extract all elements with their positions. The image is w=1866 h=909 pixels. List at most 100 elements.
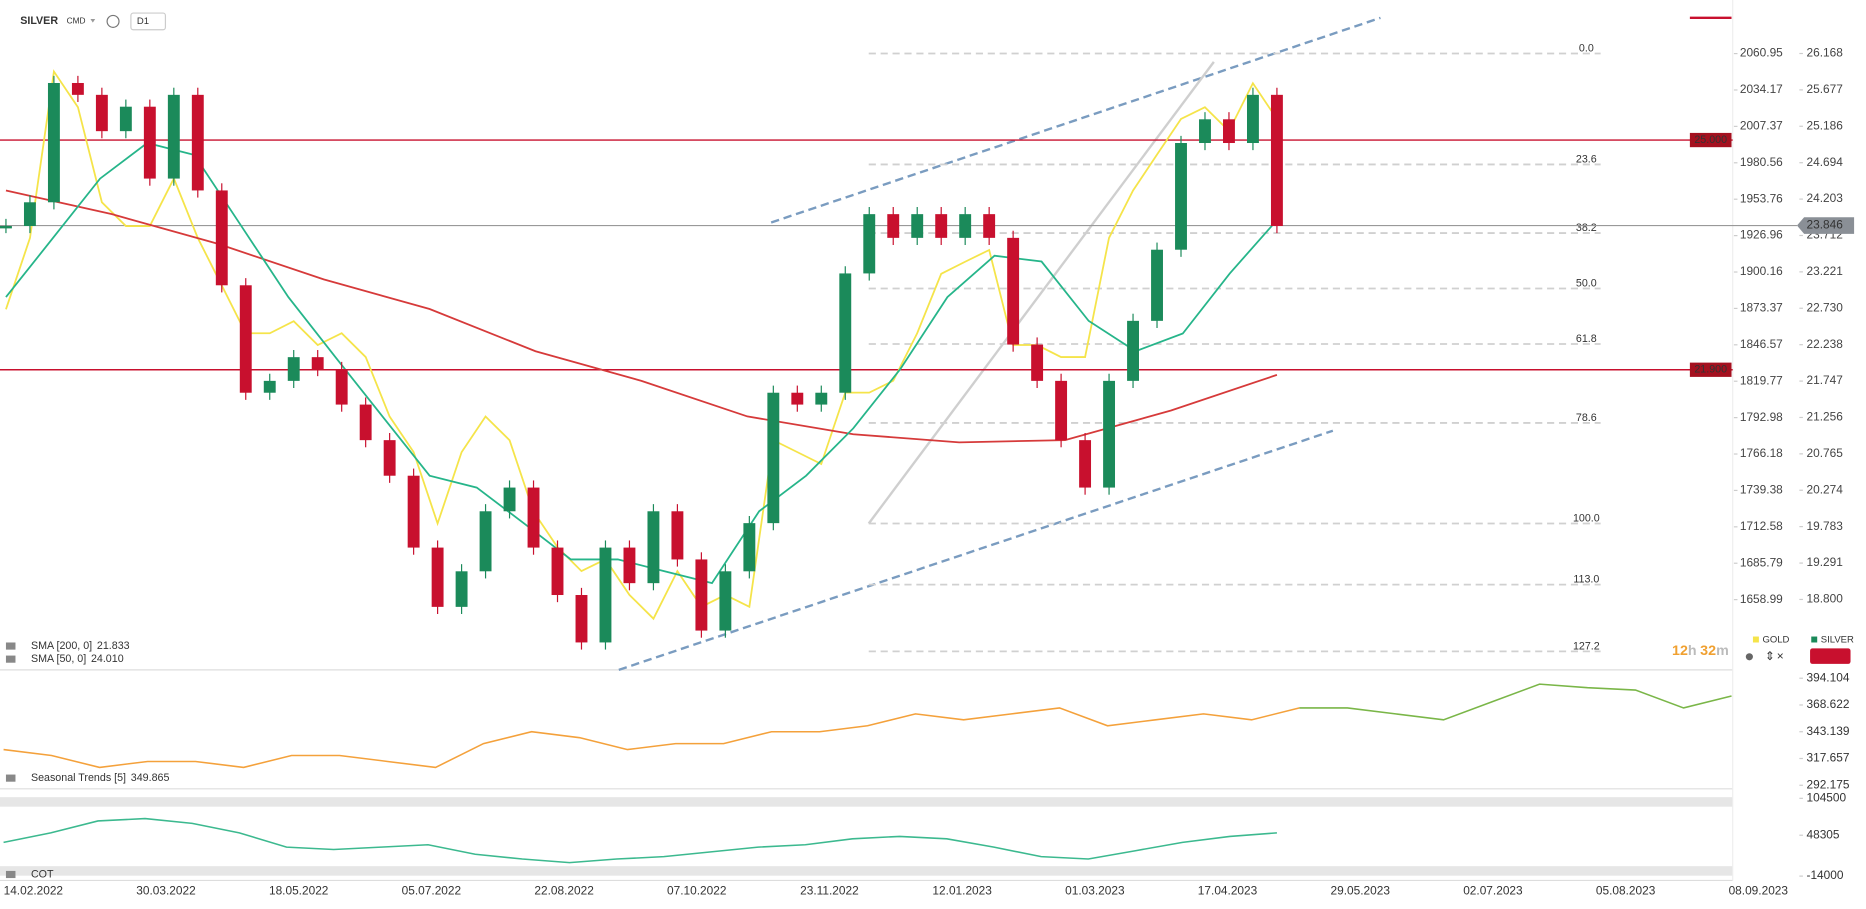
panel-value: 349.865 (131, 772, 170, 784)
interval[interactable]: D1 (137, 16, 149, 27)
candle (1079, 440, 1092, 488)
last-price-box (1796, 217, 1855, 234)
candle (551, 547, 564, 596)
silver-tick-label: 20.274 (1806, 482, 1843, 496)
fib-label: 0.0 (1579, 43, 1594, 55)
panel-tick-label: 317.657 (1806, 751, 1849, 765)
legend-swatch (1752, 636, 1759, 643)
gold-tick-label: 1685.79 (1740, 555, 1783, 569)
x-tick-label: 29.05.2023 (1331, 883, 1391, 897)
candle (935, 214, 948, 238)
timer: 12h 32m (1672, 643, 1729, 659)
panel-name: Seasonal Trends [5] (31, 772, 126, 784)
candle (743, 523, 756, 572)
gold-tick-label: 1658.99 (1740, 592, 1783, 606)
gold-tick-label: 2034.17 (1740, 82, 1783, 96)
close-icon[interactable]: × (1777, 649, 1784, 663)
candle (503, 487, 516, 512)
indicator-legend: SMA [50, 0] 24.010 (31, 653, 124, 665)
candle (455, 571, 468, 607)
move-icon[interactable]: ⇕ (1765, 649, 1775, 663)
x-tick-label: 05.07.2022 (402, 883, 461, 897)
candle (839, 273, 852, 393)
visibility-icon[interactable] (1745, 653, 1753, 661)
x-tick-label: 23.11.2022 (800, 883, 859, 897)
info-icon[interactable] (106, 14, 120, 28)
gold-tick-label: 1846.57 (1740, 337, 1783, 351)
fib-label: 113.0 (1573, 574, 1599, 586)
dropdown-icon[interactable] (90, 19, 96, 23)
candle (1175, 143, 1187, 250)
gold-tick-label: 2060.95 (1740, 46, 1783, 60)
silver-tick-label: 24.203 (1806, 191, 1843, 205)
indicator-line (3, 707, 1300, 769)
legend-swatch (1811, 636, 1818, 643)
silver-tick-label: 23.221 (1806, 264, 1843, 278)
candle (191, 94, 204, 191)
interval-box[interactable] (130, 12, 167, 31)
candle (1007, 237, 1020, 345)
panel-tick-label: 48305 (1806, 827, 1839, 841)
candle (479, 511, 492, 572)
candle (47, 82, 60, 203)
remove-button[interactable] (1810, 648, 1851, 664)
candle (527, 487, 540, 548)
candle (791, 392, 804, 405)
candle (719, 571, 732, 631)
indicator-value: 24.010 (91, 653, 124, 665)
silver-tick-label: 25.186 (1806, 118, 1843, 132)
panel-tick-label: -14000 (1806, 868, 1843, 882)
channel-lower (618, 429, 1334, 671)
gold-tick-label: 1792.98 (1740, 410, 1783, 424)
legend-label: SILVER (1821, 635, 1854, 646)
x-tick-label: 30.03.2022 (136, 883, 195, 897)
candle (647, 511, 660, 584)
panel-tick-label: 343.139 (1806, 724, 1849, 738)
candle (887, 214, 900, 238)
candle (1055, 380, 1068, 441)
panel-tick-label: 104500 (1806, 790, 1846, 804)
candle (1270, 94, 1283, 227)
indicator-line (3, 817, 1277, 864)
legend-icon (5, 774, 16, 782)
candle (1199, 119, 1211, 144)
indicator-name: SMA [50, 0] (31, 653, 86, 665)
gold-tick-label: 1900.16 (1740, 264, 1783, 278)
candle (167, 94, 180, 179)
legend-icon (5, 870, 16, 879)
panel-tick-label: 292.175 (1806, 777, 1849, 791)
candle (95, 94, 108, 132)
candle (671, 511, 684, 560)
candle (1127, 320, 1139, 381)
cot-band (0, 866, 1733, 876)
gold-tick-label: 1873.37 (1740, 301, 1783, 315)
candle (263, 380, 276, 393)
candle (623, 547, 636, 584)
cot-band (0, 797, 1733, 807)
silver-tick-label: 21.747 (1806, 373, 1842, 387)
x-tick-label: 14.02.2022 (4, 883, 63, 897)
fib-label: 78.6 (1576, 412, 1597, 424)
fib-label: 50.0 (1576, 278, 1597, 290)
fib-trend-line (867, 61, 1215, 525)
candle (311, 357, 324, 370)
fib-label: 100.0 (1573, 513, 1600, 525)
legend-icon (5, 655, 16, 663)
symbol[interactable]: SILVER (20, 15, 58, 27)
silver-tick-label: 21.256 (1806, 410, 1843, 424)
gold-tick-label: 2007.37 (1740, 119, 1783, 133)
candle (359, 404, 372, 441)
candle (1223, 119, 1235, 144)
level-label: 21.900 (1694, 364, 1727, 376)
candle (23, 202, 36, 227)
gold-tick-label: 1926.96 (1740, 228, 1783, 242)
indicator-line (1299, 683, 1732, 721)
silver-tick-label: 22.730 (1806, 300, 1843, 314)
channel-upper (770, 16, 1381, 224)
x-tick-label: 08.09.2023 (1729, 883, 1789, 897)
candle (0, 226, 12, 229)
x-tick-label: 22.08.2022 (534, 883, 593, 897)
